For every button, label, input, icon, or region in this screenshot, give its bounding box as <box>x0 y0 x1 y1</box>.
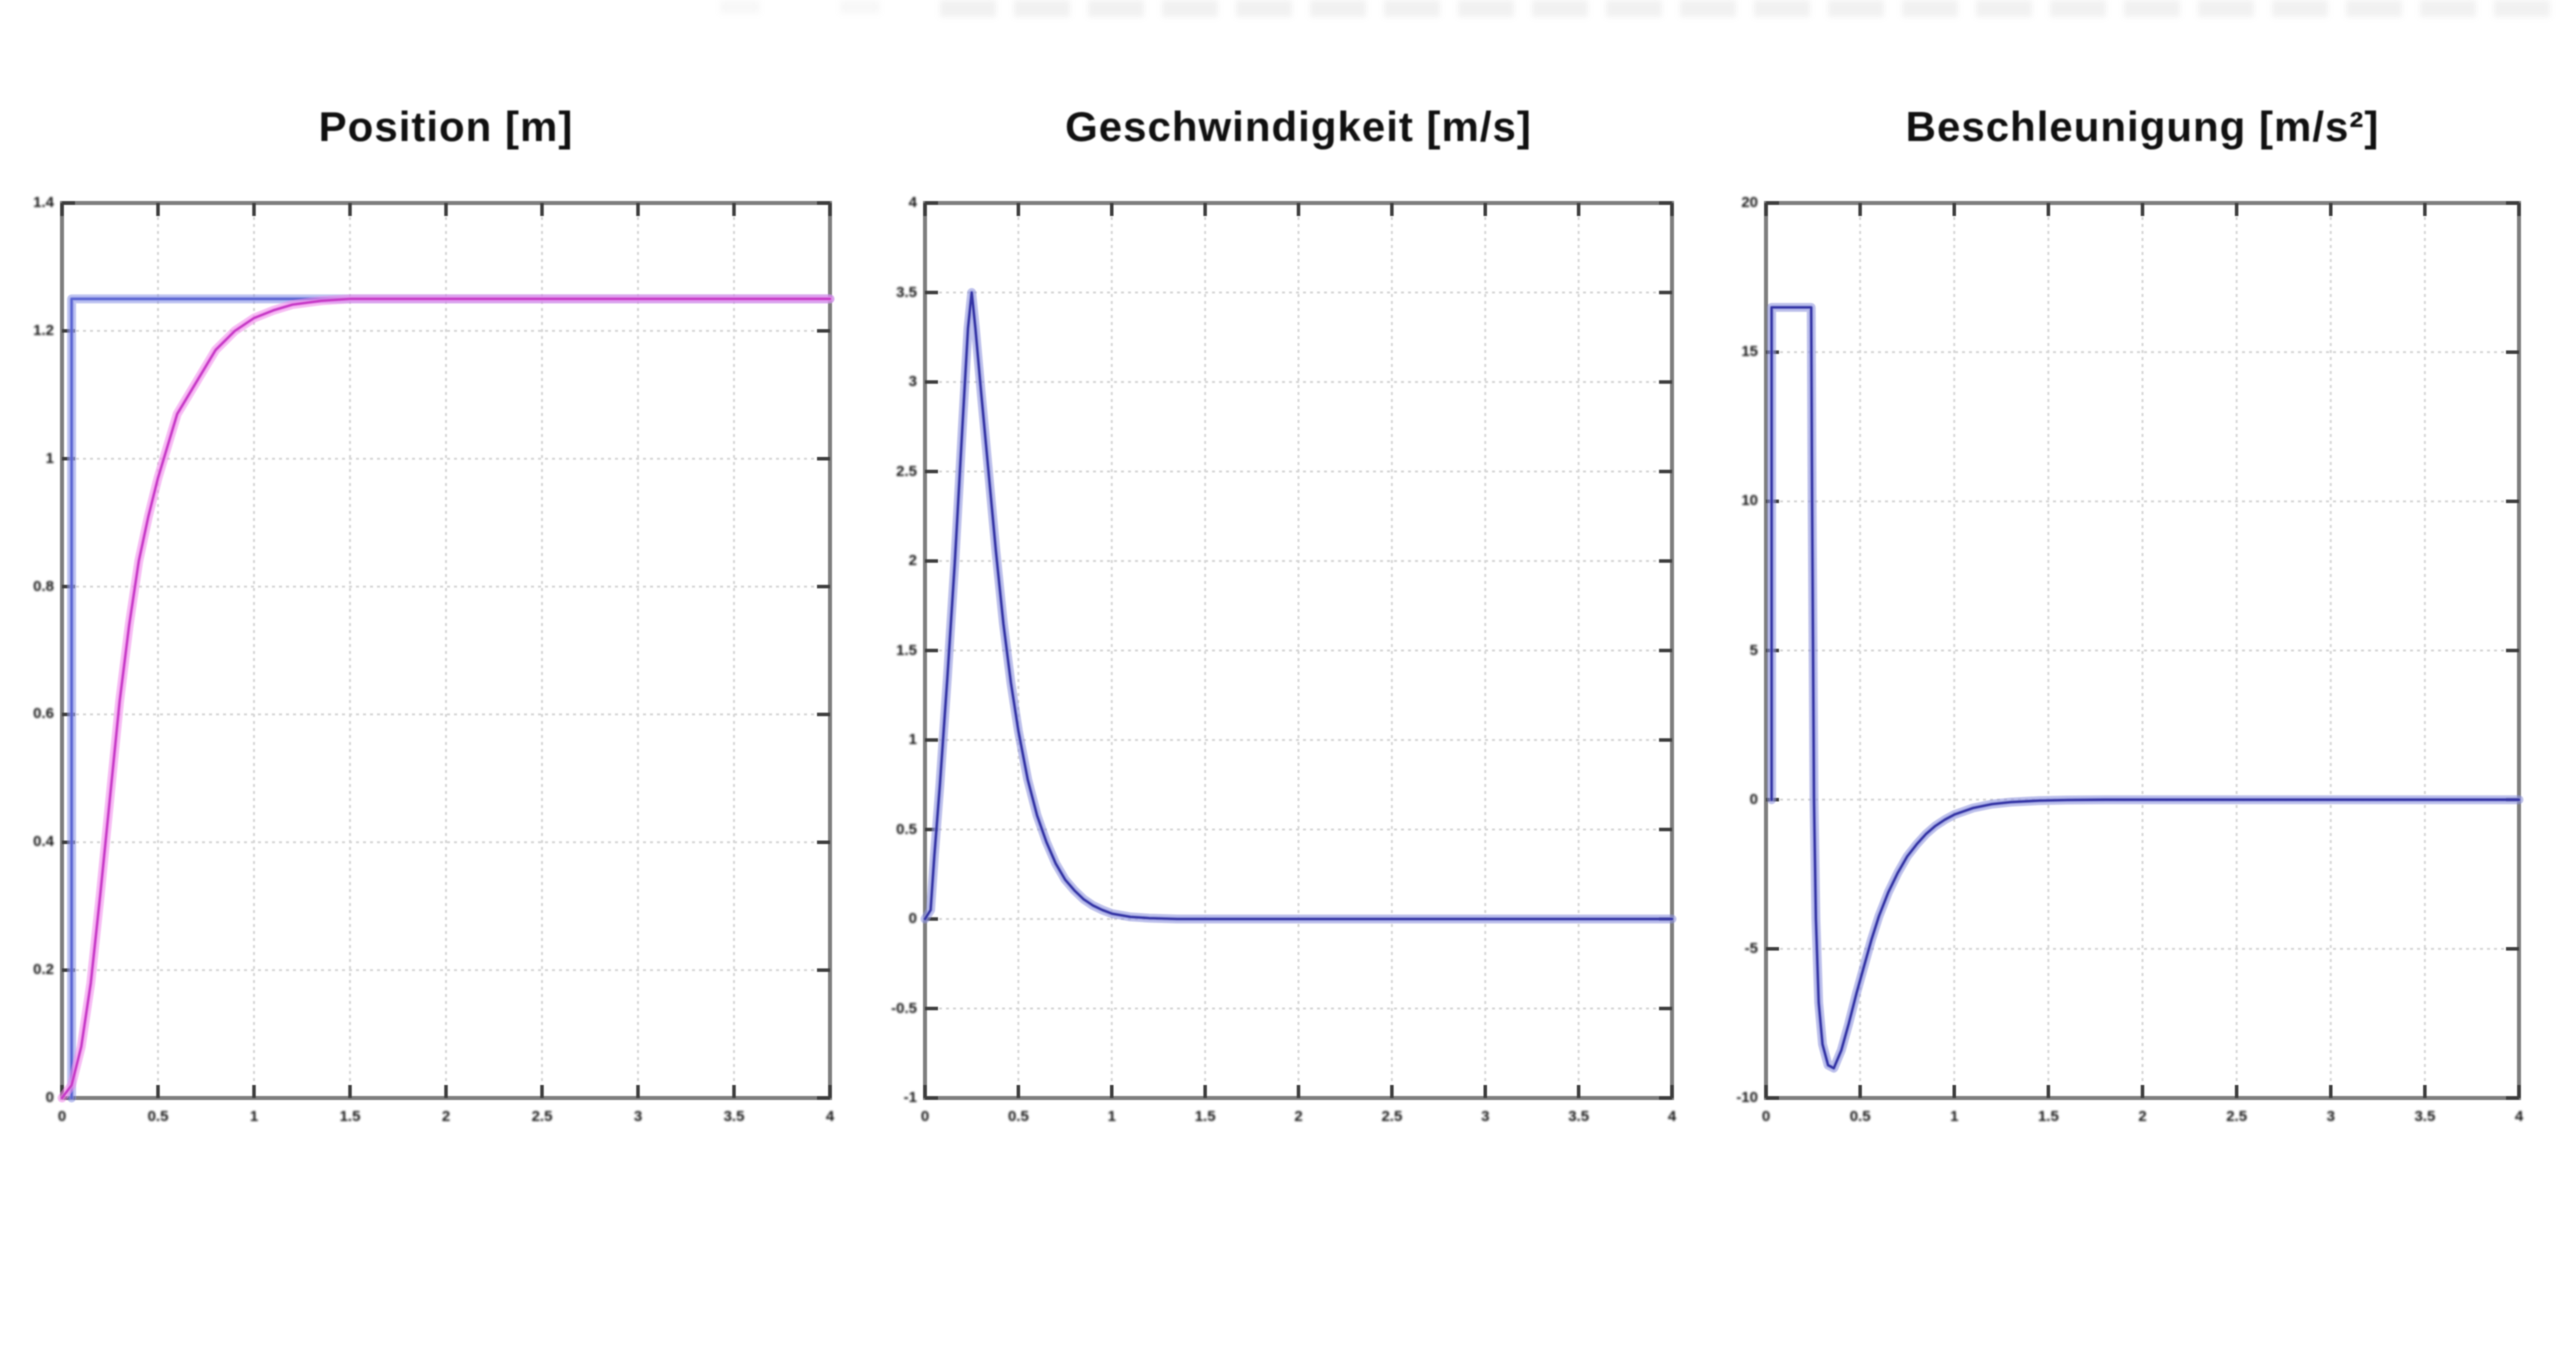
x-tick-label: 3 <box>1481 1108 1490 1125</box>
y-tick-label: 0.6 <box>33 705 54 723</box>
x-tick-label: 2 <box>2138 1108 2147 1125</box>
x-tick-label: 0.5 <box>1007 1108 1029 1125</box>
x-tick-label: 0 <box>57 1108 67 1125</box>
plot-axes-2 <box>1764 201 2524 1100</box>
x-tick-label: 1 <box>249 1108 259 1125</box>
y-tick-label: 10 <box>1741 492 1758 510</box>
x-tick-label: 3.5 <box>723 1108 745 1125</box>
y-tick-label: 3.5 <box>896 283 917 301</box>
plot-axes-1 <box>920 201 1677 1100</box>
series-reference-step <box>67 294 835 1103</box>
x-tick-label: 1 <box>1107 1108 1116 1125</box>
x-tick-label: 2 <box>441 1108 451 1125</box>
y-tick-label: -10 <box>1736 1089 1758 1106</box>
series-reference-step <box>69 296 833 1101</box>
x-tick-label: 2 <box>1294 1108 1303 1125</box>
cropped-content-artifact-faint <box>720 0 940 14</box>
x-tick-label: 2.5 <box>2226 1108 2248 1125</box>
y-tick-label: 0.2 <box>33 961 54 979</box>
y-tick-label: 0.5 <box>896 820 917 838</box>
y-tick-label: 4 <box>908 194 917 211</box>
y-tick-label: 3 <box>908 373 917 390</box>
series-actual-position <box>59 296 833 1101</box>
y-tick-label: -0.5 <box>891 999 917 1017</box>
x-tick-label: 1 <box>1950 1108 1959 1125</box>
x-tick-label: 4 <box>2514 1108 2524 1125</box>
y-tick-label: 1.2 <box>33 321 54 339</box>
y-tick-label: 15 <box>1741 343 1758 361</box>
y-tick-label: 0 <box>1749 790 1758 808</box>
series-reference-step <box>70 297 832 1100</box>
y-tick-label: -1 <box>903 1089 917 1106</box>
plot-title-velocity: Geschwindigkeit [m/s] <box>1065 103 1532 150</box>
x-tick-label: 1.5 <box>339 1108 361 1125</box>
y-tick-label: 1.4 <box>33 194 54 211</box>
x-tick-label: 3 <box>633 1108 643 1125</box>
plot-axes-0 <box>57 201 835 1103</box>
x-tick-label: 0.5 <box>147 1108 169 1125</box>
x-tick-label: 3.5 <box>2414 1108 2436 1125</box>
y-tick-label: 0.4 <box>33 833 54 851</box>
x-tick-label: 4 <box>1667 1108 1677 1125</box>
x-tick-label: 1.5 <box>2037 1108 2059 1125</box>
y-tick-label: 2.5 <box>896 462 917 480</box>
y-tick-label: 0.8 <box>33 577 54 595</box>
y-tick-label: 2 <box>908 552 917 569</box>
plot-title-acceleration: Beschleunigung [m/s²] <box>1905 103 2380 150</box>
series-actual-position <box>60 297 832 1100</box>
y-tick-label: 1 <box>45 449 54 467</box>
series-acceleration <box>1769 305 2522 1071</box>
x-tick-label: 0.5 <box>1849 1108 1871 1125</box>
series-acceleration <box>1767 302 2524 1073</box>
x-tick-label: 2.5 <box>531 1108 553 1125</box>
series-acceleration <box>1770 306 2521 1070</box>
y-tick-label: 0 <box>45 1089 54 1106</box>
y-tick-label: 0 <box>908 910 917 927</box>
x-tick-label: 2.5 <box>1381 1108 1403 1125</box>
x-tick-label: 0 <box>1761 1108 1771 1125</box>
plot-title-position: Position [m] <box>318 103 574 150</box>
y-tick-label: 5 <box>1749 641 1758 659</box>
x-tick-label: 3 <box>2326 1108 2335 1125</box>
x-tick-label: 4 <box>825 1108 835 1125</box>
y-tick-label: 20 <box>1741 194 1758 211</box>
y-tick-label: 1.5 <box>896 641 917 659</box>
x-tick-label: 1.5 <box>1194 1108 1216 1125</box>
cropped-content-artifact <box>940 0 2560 17</box>
y-tick-label: 1 <box>908 731 917 748</box>
x-tick-label: 3.5 <box>1568 1108 1590 1125</box>
y-tick-label: -5 <box>1744 939 1758 957</box>
x-tick-label: 0 <box>920 1108 930 1125</box>
series-velocity <box>923 291 1674 921</box>
